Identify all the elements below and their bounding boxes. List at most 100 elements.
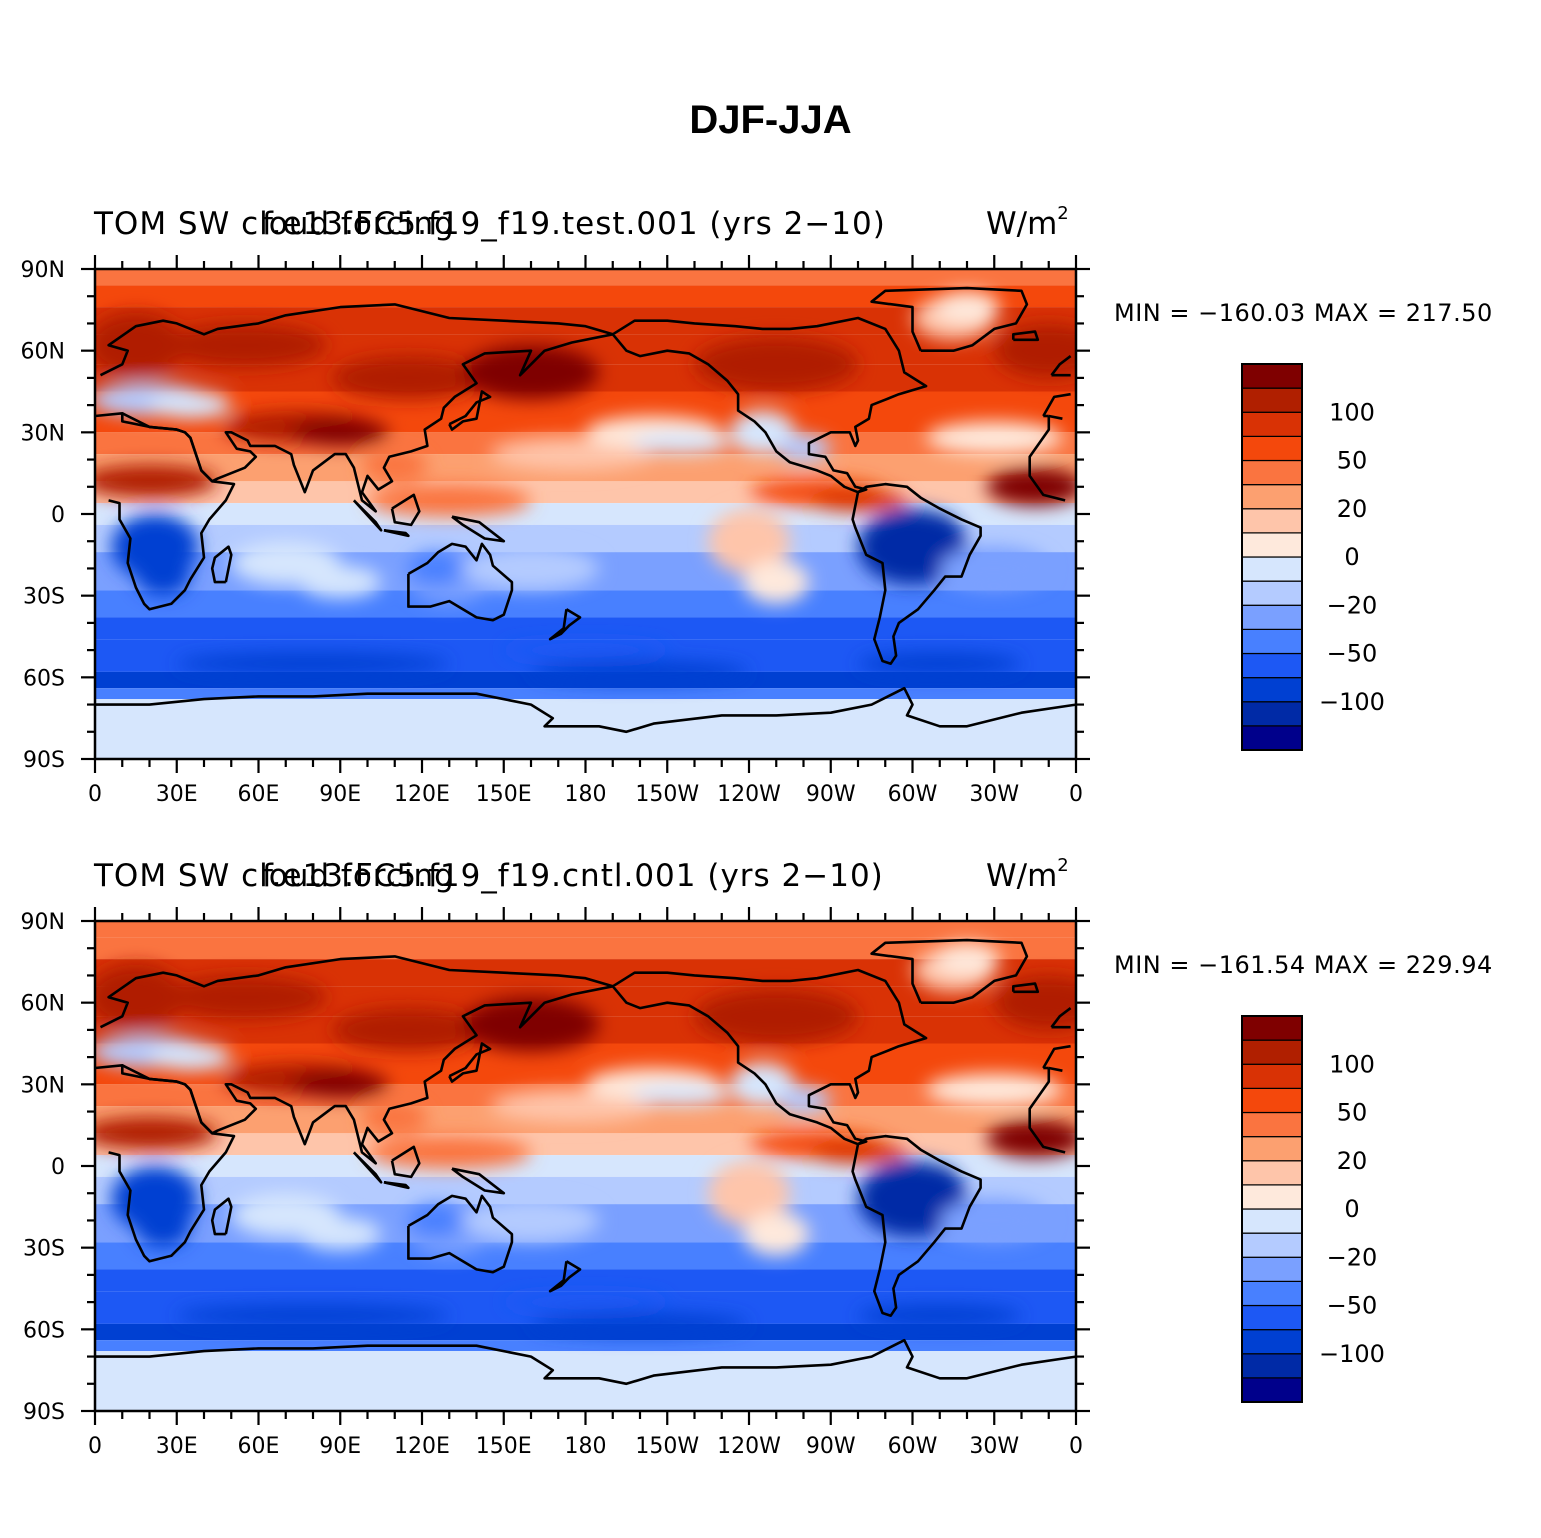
coastline [1028,416,1066,502]
contour-patch [408,552,463,585]
y-tick-label: 90S [23,748,65,773]
min-max-label: MIN = −161.54 MAX = 229.94 [1114,951,1493,979]
axis-ticks [81,907,1090,1425]
contour-patch [694,989,858,1044]
contour-patch [462,546,600,591]
coastline-antarctica [95,686,1076,734]
colorbar-swatch [1241,387,1303,413]
coastline [95,955,615,1165]
coastline [548,608,582,641]
colorbar-swatch [1241,1377,1303,1403]
x-tick-label: 150W [635,782,699,807]
contour-band [95,1242,1076,1270]
colorbar-swatch [1241,1280,1303,1307]
colorbar-swatch [1241,1353,1303,1379]
coastline [210,545,233,584]
y-tick-label: 60N [21,992,65,1017]
contour-band [95,617,1076,640]
contour-patch [95,312,185,378]
y-tick-label: 30N [21,421,65,446]
contour-patch [808,1141,908,1164]
colorbar-swatch [1241,1015,1303,1041]
coastline [870,938,1029,1004]
coastline [1012,982,1040,994]
contour-patch [462,1198,600,1243]
y-tick-label: 90N [21,258,65,283]
x-tick-label: 150E [476,782,532,807]
contour-band [95,1133,1076,1156]
colorbar-frame [1241,363,1303,751]
contour-band [95,1351,1076,1411]
coastline [407,542,514,622]
x-tick-label: 0 [1069,782,1083,807]
coastline [870,286,1029,352]
coastline [851,482,982,665]
contour-patch [291,418,390,446]
x-tick-label: 150E [476,1434,532,1459]
colorbar-labels: 100 50 20 0 −20 −50 −100 [1319,1050,1385,1368]
colorbar-swatch [1241,1256,1303,1282]
contour-patch [939,1198,1049,1243]
contour-patch [176,652,450,675]
colorbar-swatch [1241,628,1303,655]
colorbar-label: −50 [1327,1292,1378,1320]
contour-band [95,937,1076,960]
contour-patch [503,1293,668,1311]
colorbar-swatch [1241,484,1303,510]
colorbar-label: −100 [1319,1340,1385,1368]
contour-field [95,269,1076,759]
colorbar-label: 100 [1329,1050,1375,1078]
contour-patch [743,560,809,604]
x-tick-label: 60W [888,1434,938,1459]
x-tick-label: 30E [156,1434,198,1459]
colorbar-swatch [1241,1184,1303,1210]
contour-patch [986,467,1076,506]
contour-patch [531,661,749,683]
colorbar-swatch [1241,1232,1303,1258]
y-tick-label: 30N [21,1073,65,1098]
contour-patch [163,323,327,367]
x-tick-label: 60W [888,782,938,807]
contour-patch [858,652,1022,675]
panel-left-title: TOM SW cloud forcing [94,206,455,242]
contour-patch [95,465,218,498]
colorbar-frame [1241,1015,1303,1403]
colorbar-swatch [1241,1160,1303,1186]
colorbar-label: −20 [1327,1243,1378,1271]
y-tick-label: 90S [23,1400,65,1425]
coastline [108,412,236,611]
coastline [448,1042,492,1083]
colorbar-swatch [1241,701,1303,727]
colorbar-label: 20 [1337,495,1368,523]
y-tick-label: 60S [23,1318,65,1343]
figure-title: DJF-JJA [689,98,852,142]
x-tick-label: 90E [319,782,361,807]
contour-patch [531,1313,749,1335]
x-tick-label: 90W [806,782,856,807]
tick-labels: 0 30E 60E 90E 120E 150E 180 150W 120W 90W 60W 30W 09… [21,910,1083,1459]
coastlines [95,938,1076,1386]
colorbar-swatch [1241,1063,1303,1089]
contour-patch [95,1117,218,1150]
axis-ticks [81,255,1090,773]
map-svg-cntl: 0 30E 60E 90E 120E 150E 180 150W 120W 90W 60W 30W 09… [21,907,1385,1459]
contour-patch [176,1304,450,1327]
coastline [383,529,410,538]
contour-patch [299,1217,382,1251]
coastline [1048,1066,1063,1072]
coastline [383,1181,410,1190]
contour-patch [135,552,191,596]
contour-patch [808,489,908,512]
coastline [352,499,383,532]
y-tick-label: 30S [23,585,65,610]
contour-patch [994,323,1076,378]
contour-band [95,269,1076,286]
contour-band [95,699,1076,759]
contour-patch [858,1304,1022,1327]
coastline [390,493,421,527]
coastline [390,1145,421,1179]
colorbar-swatch [1241,677,1303,703]
contour-patch [362,1100,428,1134]
colorbar-swatch [1241,1329,1303,1355]
contour-patch [490,1089,654,1123]
